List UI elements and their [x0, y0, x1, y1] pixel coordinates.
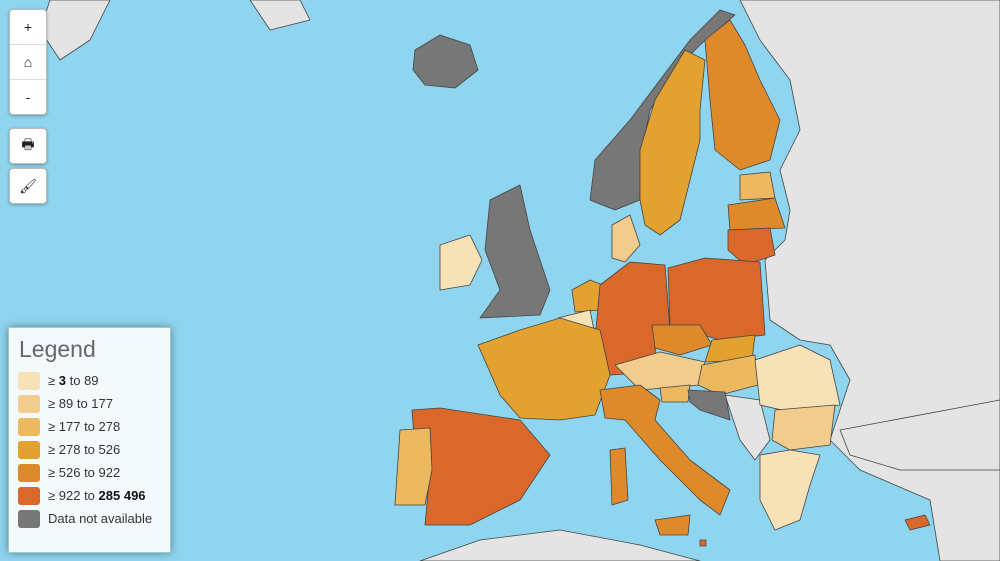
italy	[599, 384, 731, 516]
finland	[704, 19, 781, 171]
bulgaria	[771, 404, 836, 451]
lithuania	[727, 227, 776, 266]
ireland	[439, 234, 483, 291]
brush-icon: 🖌	[19, 177, 37, 194]
denmark	[611, 214, 641, 263]
sardinia	[609, 447, 629, 506]
zoom-in-button[interactable]: +	[10, 10, 46, 45]
legend-high: 285 496	[98, 488, 146, 503]
home-button[interactable]: ⌂	[10, 45, 46, 80]
legend-high: 526	[98, 442, 121, 457]
legend-prefix: ≥	[48, 465, 59, 480]
legend-label: ≥ 3 to 89	[48, 373, 99, 388]
sicily	[654, 514, 691, 536]
portugal	[394, 427, 433, 506]
legend-prefix: ≥	[48, 419, 59, 434]
legend-label: ≥ 89 to 177	[48, 396, 113, 411]
estonia	[739, 171, 776, 201]
legend-item: ≥ 526 to 922	[18, 461, 170, 484]
legend-prefix: ≥	[48, 442, 59, 457]
legend-item: Data not available	[18, 507, 170, 530]
legend-swatch	[18, 371, 40, 390]
legend-item: ≥ 89 to 177	[18, 392, 170, 415]
spain	[411, 407, 551, 526]
legend-title: Legend	[19, 336, 96, 362]
legend-mid: to	[80, 419, 99, 434]
legend-label: ≥ 526 to 922	[48, 465, 120, 480]
uk	[479, 184, 551, 319]
zoom-out-button[interactable]: -	[25, 89, 31, 105]
malta	[699, 539, 707, 547]
legend-swatch	[18, 463, 40, 482]
france	[477, 317, 611, 421]
cyprus	[904, 514, 931, 531]
greece	[759, 449, 821, 531]
legend-prefix: ≥	[48, 396, 59, 411]
non-eu-land	[39, 0, 1000, 561]
romania	[754, 344, 841, 413]
croatia	[687, 389, 731, 421]
legend-mid: to	[80, 465, 99, 480]
legend-prefix: ≥	[48, 488, 59, 503]
legend-high: 89	[84, 373, 99, 388]
legend-label: Data not available	[48, 511, 153, 526]
legend-item: ≥ 177 to 278	[18, 415, 170, 438]
zoom-controls: + ⌂ -	[9, 9, 47, 115]
latvia	[727, 197, 786, 231]
legend-prefix: ≥	[48, 373, 59, 388]
legend-low: 3	[58, 373, 66, 388]
slovenia	[659, 384, 691, 403]
legend: Legend ≥ 3 to 89 ≥ 89 to 177 ≥ 177 to 278 ≥…	[8, 327, 171, 553]
legend-high: 177	[91, 396, 113, 411]
legend-swatch	[18, 509, 40, 528]
hungary	[697, 354, 759, 396]
czechia	[651, 324, 713, 356]
legend-swatch	[18, 394, 40, 413]
eu-countries	[394, 9, 931, 547]
legend-low: 922	[58, 488, 81, 503]
legend-swatch	[18, 417, 40, 436]
legend-low: 526	[58, 465, 81, 480]
style-button[interactable]: 🖌	[10, 169, 46, 203]
legend-swatch	[18, 440, 40, 459]
legend-low: 278	[58, 442, 81, 457]
iceland	[412, 34, 479, 89]
legend-high: 922	[98, 465, 121, 480]
print-button[interactable]: 🖶	[10, 129, 46, 163]
legend-mid: to	[65, 373, 85, 388]
legend-label: ≥ 278 to 526	[48, 442, 120, 457]
print-control: 🖶	[9, 128, 47, 164]
printer-icon: 🖶	[21, 136, 35, 152]
style-control: 🖌	[9, 168, 47, 204]
home-icon: ⌂	[23, 54, 33, 70]
legend-low: 89	[58, 396, 74, 411]
legend-item: ≥ 3 to 89	[18, 369, 170, 392]
legend-mid: to	[73, 396, 92, 411]
legend-mid: to	[80, 442, 99, 457]
legend-item: ≥ 922 to 285 496	[18, 484, 170, 507]
sweden	[639, 49, 706, 236]
legend-mid: to	[80, 488, 99, 503]
legend-label: ≥ 177 to 278	[48, 419, 120, 434]
legend-label: ≥ 922 to 285 496	[48, 488, 146, 503]
legend-high: 278	[98, 419, 121, 434]
legend-swatch	[18, 486, 40, 505]
legend-low: 177	[58, 419, 81, 434]
legend-item: ≥ 278 to 526	[18, 438, 170, 461]
